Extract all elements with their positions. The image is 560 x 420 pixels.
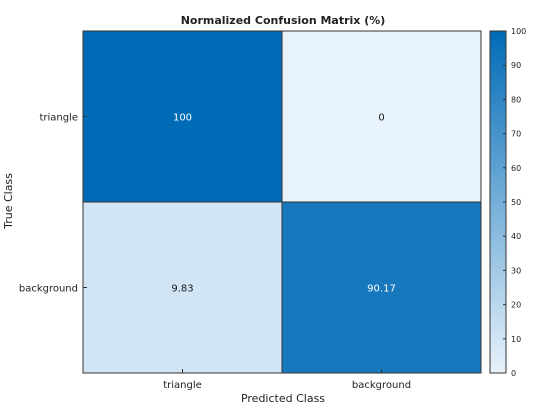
heatmap-cells: 100 0 9.83 90.17 — [82, 30, 482, 374]
heatmap-cell — [281, 30, 482, 203]
colorbar-tick-label: 70 — [511, 130, 521, 139]
y-axis-label: True Class — [2, 173, 15, 230]
x-tick-label: background — [352, 380, 411, 391]
heatmap-cell — [82, 30, 283, 203]
chart-title: Normalized Confusion Matrix (%) — [181, 14, 386, 27]
x-tick-label: triangle — [163, 380, 202, 391]
cell-value-label: 0 — [378, 113, 384, 124]
y-tick-label: background — [19, 284, 78, 295]
heatmap-cell — [82, 201, 283, 374]
x-tick-labels: triangle background — [163, 369, 411, 391]
colorbar-tick-label: 60 — [511, 164, 521, 173]
cell-value-label: 9.83 — [171, 284, 193, 295]
colorbar-tick-label: 40 — [511, 232, 521, 241]
colorbar-tick-label: 90 — [511, 61, 521, 70]
heatmap-cell — [281, 201, 482, 374]
colorbar-tick-label: 80 — [511, 95, 521, 104]
y-tick-labels: triangle background — [19, 113, 87, 295]
colorbar-tick-label: 50 — [511, 198, 521, 207]
cell-value-label: 100 — [173, 113, 192, 124]
colorbar: 0 10 20 30 40 50 60 70 80 90 100 — [489, 27, 526, 378]
y-tick-label: triangle — [39, 113, 78, 124]
colorbar-tick-label: 30 — [511, 266, 521, 275]
colorbar-tick-label: 0 — [511, 369, 516, 378]
cell-value-label: 90.17 — [367, 284, 396, 295]
plot-border — [82, 30, 482, 374]
x-axis-label: Predicted Class — [241, 392, 325, 405]
colorbar-tick-label: 10 — [511, 335, 521, 344]
colorbar-tick-label: 100 — [511, 27, 526, 36]
colorbar-tick-label: 20 — [511, 301, 521, 310]
